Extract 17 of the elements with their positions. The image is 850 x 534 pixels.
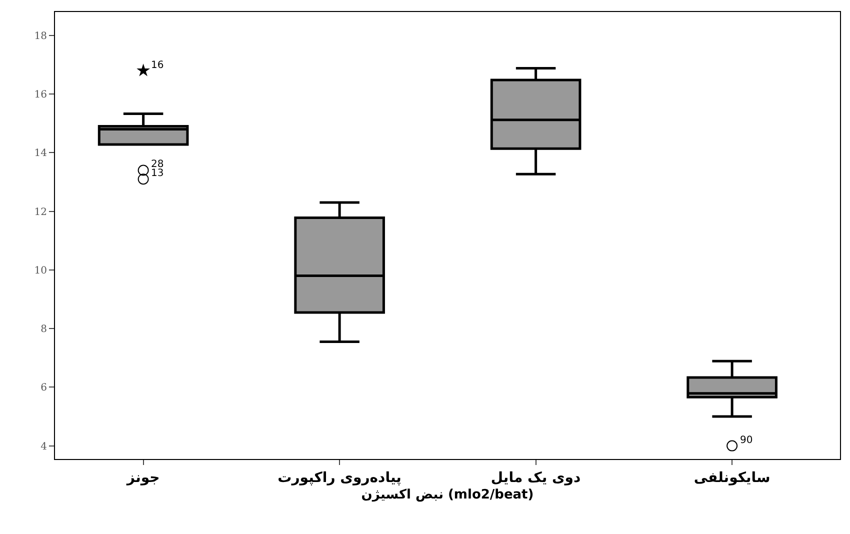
x-tick-label: پیاده‌روی راکپورت bbox=[278, 470, 402, 486]
y-tick-label: 4 bbox=[40, 441, 47, 452]
y-tick-label: 14 bbox=[34, 148, 47, 160]
y-tick-label: 12 bbox=[34, 206, 47, 218]
y-tick-label: 8 bbox=[40, 324, 47, 336]
y-tick-label: 18 bbox=[34, 30, 47, 42]
y-tick-label: 16 bbox=[34, 90, 47, 101]
annotation: 90 bbox=[740, 435, 753, 446]
y-tick-label: 6 bbox=[40, 382, 47, 394]
annotation: 13 bbox=[151, 168, 164, 179]
x-tick-label: سایکونلفی bbox=[694, 470, 770, 486]
y-tick-label: 10 bbox=[34, 265, 47, 276]
x-tick-label: جونز bbox=[126, 470, 160, 486]
annotation: 28 bbox=[151, 159, 164, 170]
x-tick-label: دوی یک مایل bbox=[490, 470, 581, 486]
annotation: 16 bbox=[151, 60, 164, 71]
x-axis-title: نبض اکسیژن (mlo2/beat) bbox=[361, 487, 534, 502]
